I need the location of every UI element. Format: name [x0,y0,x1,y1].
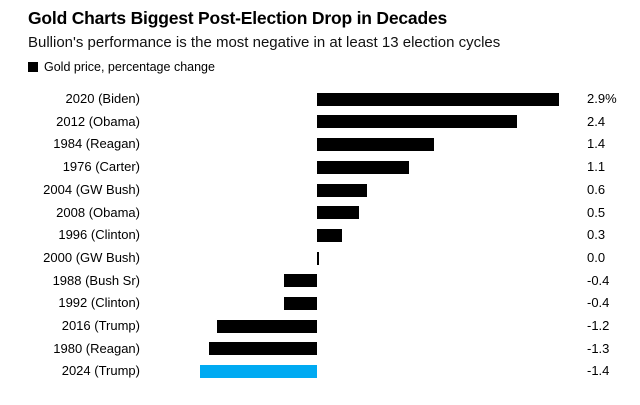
legend-label: Gold price, percentage change [44,60,215,74]
chart-row: 2012 (Obama) 2.4 [0,111,640,134]
value-label: 0.5 [587,204,606,220]
value-label: 0.0 [587,249,606,265]
chart-row: 1988 (Bush Sr) -0.4 [0,270,640,293]
chart-row: 1980 (Reagan) -1.3 [0,338,640,361]
chart-row: 2008 (Obama) 0.5 [0,202,640,225]
chart-row: 2020 (Biden) 2.9% [0,88,640,111]
chart-row: 1992 (Clinton) -0.4 [0,292,640,315]
value-label: 2.9% [587,91,617,106]
value-label: 0.6 [587,181,606,197]
bar [317,115,518,129]
chart-row: 2004 (GW Bush) 0.6 [0,179,640,202]
category-label: 2000 (GW Bush) [43,249,140,265]
category-label: 1996 (Clinton) [58,227,140,243]
bar [216,319,317,333]
chart-row: 1984 (Reagan) 1.4 [0,133,640,156]
bar [283,297,317,311]
category-label: 2016 (Trump) [61,318,140,333]
bar [317,228,342,242]
value-label: -1.4 [587,363,610,379]
category-label: 1988 (Bush Sr) [52,272,140,288]
bar [317,206,359,220]
bar [317,183,367,197]
chart-row: 2000 (GW Bush) 0.0 [0,247,640,270]
category-label: 2020 (Biden) [65,91,140,106]
value-label: -0.4 [587,272,610,288]
category-label: 1980 (Reagan) [53,340,140,356]
bar [208,342,317,356]
value-label: 2.4 [587,113,606,129]
bar [317,138,434,152]
value-label: 1.4 [587,136,606,152]
chart-row: 2016 (Trump) -1.2 [0,315,640,338]
chart-row: 2024 (Trump) -1.4 [0,360,640,383]
chart-row: 1996 (Clinton) 0.3 [0,224,640,247]
category-label: 2004 (GW Bush) [43,181,140,197]
value-label: 1.1 [587,159,606,175]
category-label: 1984 (Reagan) [53,136,140,152]
chart-subtitle: Bullion's performance is the most negati… [28,34,501,51]
bar [317,251,319,265]
chart-legend: Gold price, percentage change [28,60,215,74]
value-label: 0.3 [587,227,606,243]
legend-square-icon [28,62,38,72]
value-label: -0.4 [587,295,610,311]
value-label: -1.2 [587,318,610,333]
chart-row: 1976 (Carter) 1.1 [0,156,640,179]
bar [317,92,559,106]
category-label: 1992 (Clinton) [58,295,140,311]
value-label: -1.3 [587,340,610,356]
bar [283,274,317,288]
bar-highlighted [200,365,317,379]
category-label: 1976 (Carter) [62,159,140,175]
category-label: 2012 (Obama) [56,113,140,129]
category-label: 2024 (Trump) [61,363,140,379]
bar-plot-area: 2020 (Biden) 2.9% 2012 (Obama) 2.4 1984 (Rea… [0,88,640,384]
chart-title: Gold Charts Biggest Post-Election Drop i… [28,8,448,28]
category-label: 2008 (Obama) [56,204,140,220]
bar [317,160,409,174]
